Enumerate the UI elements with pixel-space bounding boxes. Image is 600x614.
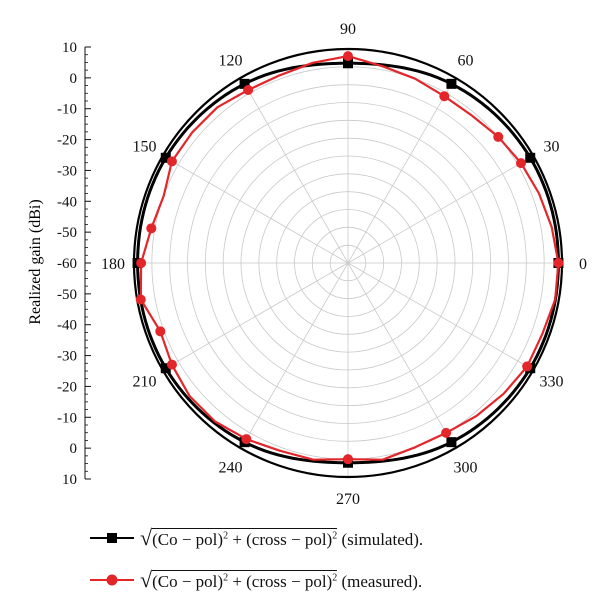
angle-tick-labels: 0 30 60 90 120 150 180 210 240 270 300 330 [101, 21, 587, 508]
radial-tick-label: 0 [70, 441, 78, 457]
angle-tick-label: 30 [544, 139, 560, 156]
polar-grid-spokes [134, 49, 562, 477]
radial-tick-label: -50 [57, 225, 77, 241]
y-axis-label: Realized gain (dBi) [27, 199, 44, 324]
legend-entry-measured: √(Co − pol)2 + (cross − pol)2 (measured)… [90, 566, 590, 594]
angle-tick-label: 210 [132, 374, 156, 391]
radial-tick-label: -50 [57, 287, 77, 303]
angle-tick-label: 330 [540, 374, 564, 391]
marker-simulated [160, 363, 171, 374]
grid-spoke [162, 262, 349, 371]
marker-measured [439, 91, 450, 102]
marker-measured [166, 359, 177, 370]
legend-swatch-simulated [90, 533, 134, 543]
grid-spoke [162, 155, 349, 264]
grid-spoke [347, 77, 456, 264]
radial-tick-label: -30 [57, 349, 77, 365]
radial-tick-label: -10 [57, 410, 77, 426]
radial-tick-label: -40 [57, 194, 77, 210]
marker-simulated [446, 78, 457, 89]
marker-simulated [446, 437, 457, 448]
marker-measured [522, 361, 533, 372]
radial-tick-label: -10 [57, 102, 77, 118]
grid-spoke [347, 155, 534, 264]
legend-swatch-measured [90, 574, 134, 586]
marker-measured [493, 131, 504, 142]
marker-simulated [239, 78, 250, 89]
grid-spoke [240, 262, 349, 449]
marker-simulated [160, 152, 171, 163]
legend-label-simulated: √(Co − pol)2 + (cross − pol)2 (simulated… [140, 525, 424, 550]
marker-measured [241, 434, 252, 445]
marker-measured [243, 85, 254, 96]
marker-measured [441, 427, 452, 438]
radial-tick-label: 10 [62, 40, 77, 56]
radial-tick-label: 10 [62, 472, 77, 488]
legend-entry-simulated: √(Co − pol)2 + (cross − pol)2 (simulated… [90, 524, 590, 552]
marker-measured [343, 454, 353, 465]
radial-tick-label: 0 [70, 71, 78, 87]
angle-tick-label: 0 [579, 256, 587, 273]
marker-measured [553, 258, 564, 268]
marker-measured [155, 326, 166, 337]
radial-tick-label: -40 [57, 318, 77, 334]
radial-tick-label: -30 [57, 163, 77, 179]
legend-label-measured: √(Co − pol)2 + (cross − pol)2 (measured)… [140, 567, 423, 592]
series-measured [135, 51, 564, 465]
angle-tick-label: 120 [219, 52, 243, 69]
angle-tick-label: 150 [132, 139, 156, 156]
angle-tick-label: 300 [454, 460, 478, 477]
angle-tick-label: 180 [101, 256, 125, 273]
marker-measured [166, 156, 177, 167]
marker-measured [136, 258, 147, 268]
marker-measured [343, 51, 353, 62]
marker-measured [515, 158, 526, 169]
radial-tick-label: -20 [57, 379, 77, 395]
marker-measured [146, 223, 157, 234]
grid-spoke [240, 77, 349, 264]
radial-axis: 10 0 -10 -20 -30 -40 -50 -60 -50 -40 -30 -20 -10 0 10 [57, 40, 91, 488]
angle-tick-label: 240 [219, 460, 243, 477]
marker-measured [135, 294, 146, 305]
radial-tick-label: -20 [57, 133, 77, 149]
grid-spoke [347, 262, 534, 371]
angle-tick-label: 90 [340, 21, 356, 38]
radial-tick-label: -60 [57, 256, 77, 272]
angle-tick-label: 270 [336, 491, 360, 508]
marker-simulated [343, 58, 353, 69]
grid-spoke [347, 262, 456, 449]
angle-tick-label: 60 [458, 52, 474, 69]
marker-simulated [525, 152, 536, 163]
